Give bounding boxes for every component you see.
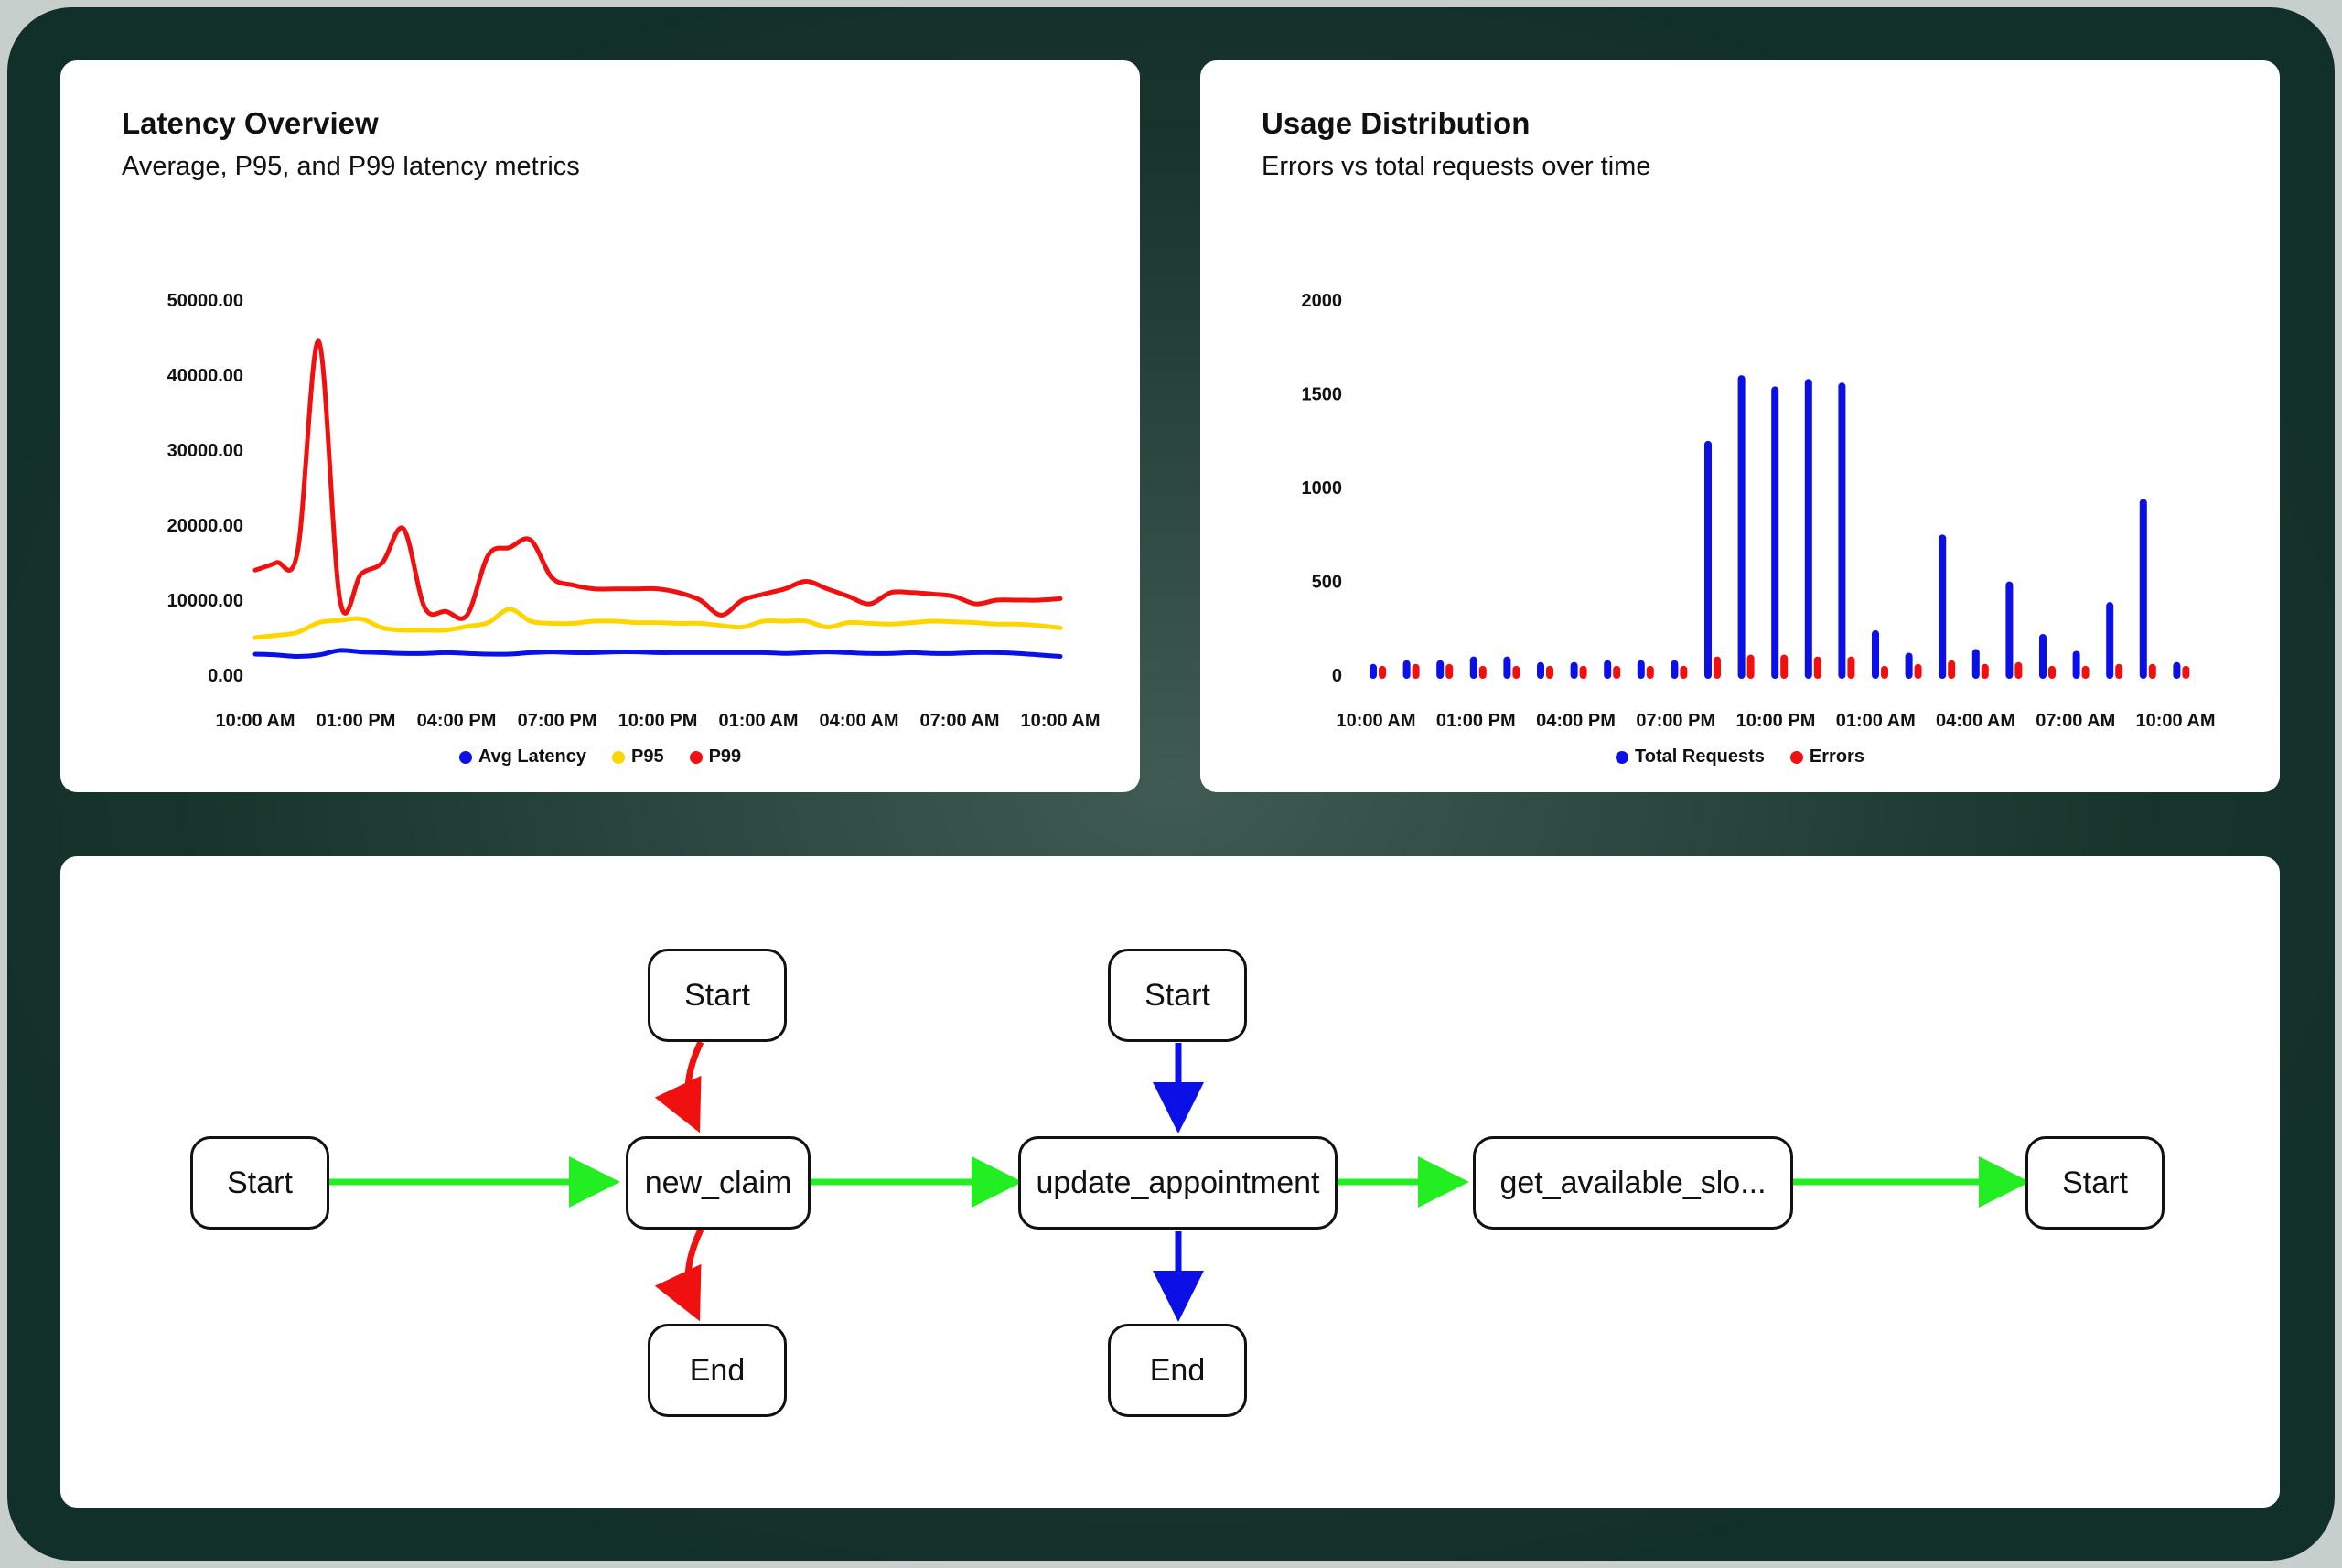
x-tick-label: 07:00 PM bbox=[1636, 711, 1715, 731]
flow-node-update-appointment[interactable]: update_appointment bbox=[1018, 1136, 1338, 1230]
edge-new-claim-start-to-new-claim bbox=[654, 1040, 704, 1133]
latency-card: Latency Overview Average, P95, and P99 l… bbox=[60, 60, 1140, 792]
usage-card-title: Usage Distribution bbox=[1262, 106, 1531, 140]
edge-new-claim-to-end bbox=[654, 1228, 704, 1322]
x-tick-label: 07:00 AM bbox=[2036, 711, 2115, 731]
legend-item-total-requests[interactable]: Total Requests bbox=[1616, 746, 1765, 768]
legend-label-p99: P99 bbox=[708, 746, 742, 767]
flow-node-get-available-slots[interactable]: get_available_slo... bbox=[1473, 1136, 1793, 1230]
legend-dot-errors bbox=[1789, 750, 1803, 764]
y-tick-label: 0.00 bbox=[208, 666, 243, 686]
usage-legend: Total Requests Errors bbox=[1200, 746, 2280, 768]
x-tick-label: 10:00 PM bbox=[1736, 711, 1816, 731]
x-tick-label: 01:00 AM bbox=[718, 711, 798, 731]
legend-label-total-requests: Total Requests bbox=[1635, 746, 1765, 767]
latency-card-subtitle: Average, P95, and P99 latency metrics bbox=[122, 152, 580, 181]
latency-card-title: Latency Overview bbox=[122, 106, 379, 140]
legend-dot-p99 bbox=[689, 750, 703, 764]
y-tick-label: 1500 bbox=[1302, 385, 1343, 405]
series-line-p95[interactable] bbox=[252, 607, 1063, 640]
x-tick-label: 10:00 AM bbox=[2135, 711, 2215, 731]
x-tick-label: 04:00 PM bbox=[417, 711, 497, 731]
x-tick-label: 04:00 PM bbox=[1536, 711, 1616, 731]
y-tick-label: 2000 bbox=[1302, 291, 1343, 311]
usage-chart: 0 500 1000 1500 2000 10:00 AM 01:00 PM 04:00 PM… bbox=[1302, 291, 2216, 731]
x-tick-label: 01:00 PM bbox=[1436, 711, 1516, 731]
y-tick-label: 500 bbox=[1312, 573, 1342, 593]
x-tick-label: 10:00 AM bbox=[215, 711, 295, 731]
x-tick-label: 04:00 AM bbox=[1936, 711, 2015, 731]
flow-node-new-claim-end[interactable]: End bbox=[648, 1324, 787, 1417]
legend-label-errors: Errors bbox=[1809, 746, 1864, 767]
legend-dot-total-requests bbox=[1616, 750, 1629, 764]
y-tick-label: 0 bbox=[1332, 666, 1342, 686]
flow-node-start[interactable]: Start bbox=[190, 1136, 329, 1230]
usage-card: Usage Distribution Errors vs total reque… bbox=[1200, 60, 2280, 792]
flow-card: Start Start new_claim End Start update_a… bbox=[60, 856, 2280, 1508]
dashboard-frame: Latency Overview Average, P95, and P99 l… bbox=[7, 7, 2335, 1561]
flow-node-new-claim[interactable]: new_claim bbox=[626, 1136, 811, 1230]
x-tick-label: 10:00 AM bbox=[1020, 711, 1100, 731]
legend-label-avg-latency: Avg Latency bbox=[478, 746, 586, 767]
y-tick-label: 30000.00 bbox=[167, 441, 243, 461]
legend-item-p95[interactable]: P95 bbox=[612, 746, 664, 768]
latency-chart: 0.00 10000.00 20000.00 30000.00 40000.00 5000… bbox=[167, 291, 1101, 731]
x-tick-label: 10:00 AM bbox=[1336, 711, 1415, 731]
flow-edges bbox=[328, 1040, 2030, 1322]
series-line-p99[interactable] bbox=[252, 338, 1063, 621]
latency-legend: Avg Latency P95 P99 bbox=[60, 746, 1140, 768]
legend-dot-p95 bbox=[612, 750, 625, 764]
y-tick-label: 20000.00 bbox=[167, 516, 243, 536]
flow-node-new-claim-start[interactable]: Start bbox=[648, 949, 787, 1042]
x-tick-label: 07:00 PM bbox=[518, 711, 597, 731]
legend-item-p99[interactable]: P99 bbox=[689, 746, 742, 768]
x-tick-label: 07:00 AM bbox=[919, 711, 999, 731]
flow-node-update-start[interactable]: Start bbox=[1108, 949, 1247, 1042]
legend-item-avg-latency[interactable]: Avg Latency bbox=[458, 746, 586, 768]
flow-node-update-end[interactable]: End bbox=[1108, 1324, 1247, 1417]
legend-dot-avg-latency bbox=[458, 750, 472, 764]
legend-item-errors[interactable]: Errors bbox=[1789, 746, 1864, 768]
usage-card-subtitle: Errors vs total requests over time bbox=[1262, 152, 1651, 181]
y-tick-label: 1000 bbox=[1302, 478, 1343, 499]
x-tick-label: 10:00 PM bbox=[618, 711, 698, 731]
y-tick-label: 50000.00 bbox=[167, 291, 243, 311]
x-tick-label: 01:00 AM bbox=[1836, 711, 1916, 731]
y-tick-label: 10000.00 bbox=[167, 591, 243, 611]
series-line-avg-latency[interactable] bbox=[252, 648, 1063, 659]
legend-label-p95: P95 bbox=[631, 746, 664, 767]
flow-node-final-start[interactable]: Start bbox=[2025, 1136, 2165, 1230]
x-tick-label: 04:00 AM bbox=[819, 711, 898, 731]
x-tick-label: 01:00 PM bbox=[317, 711, 396, 731]
y-tick-label: 40000.00 bbox=[167, 366, 243, 386]
